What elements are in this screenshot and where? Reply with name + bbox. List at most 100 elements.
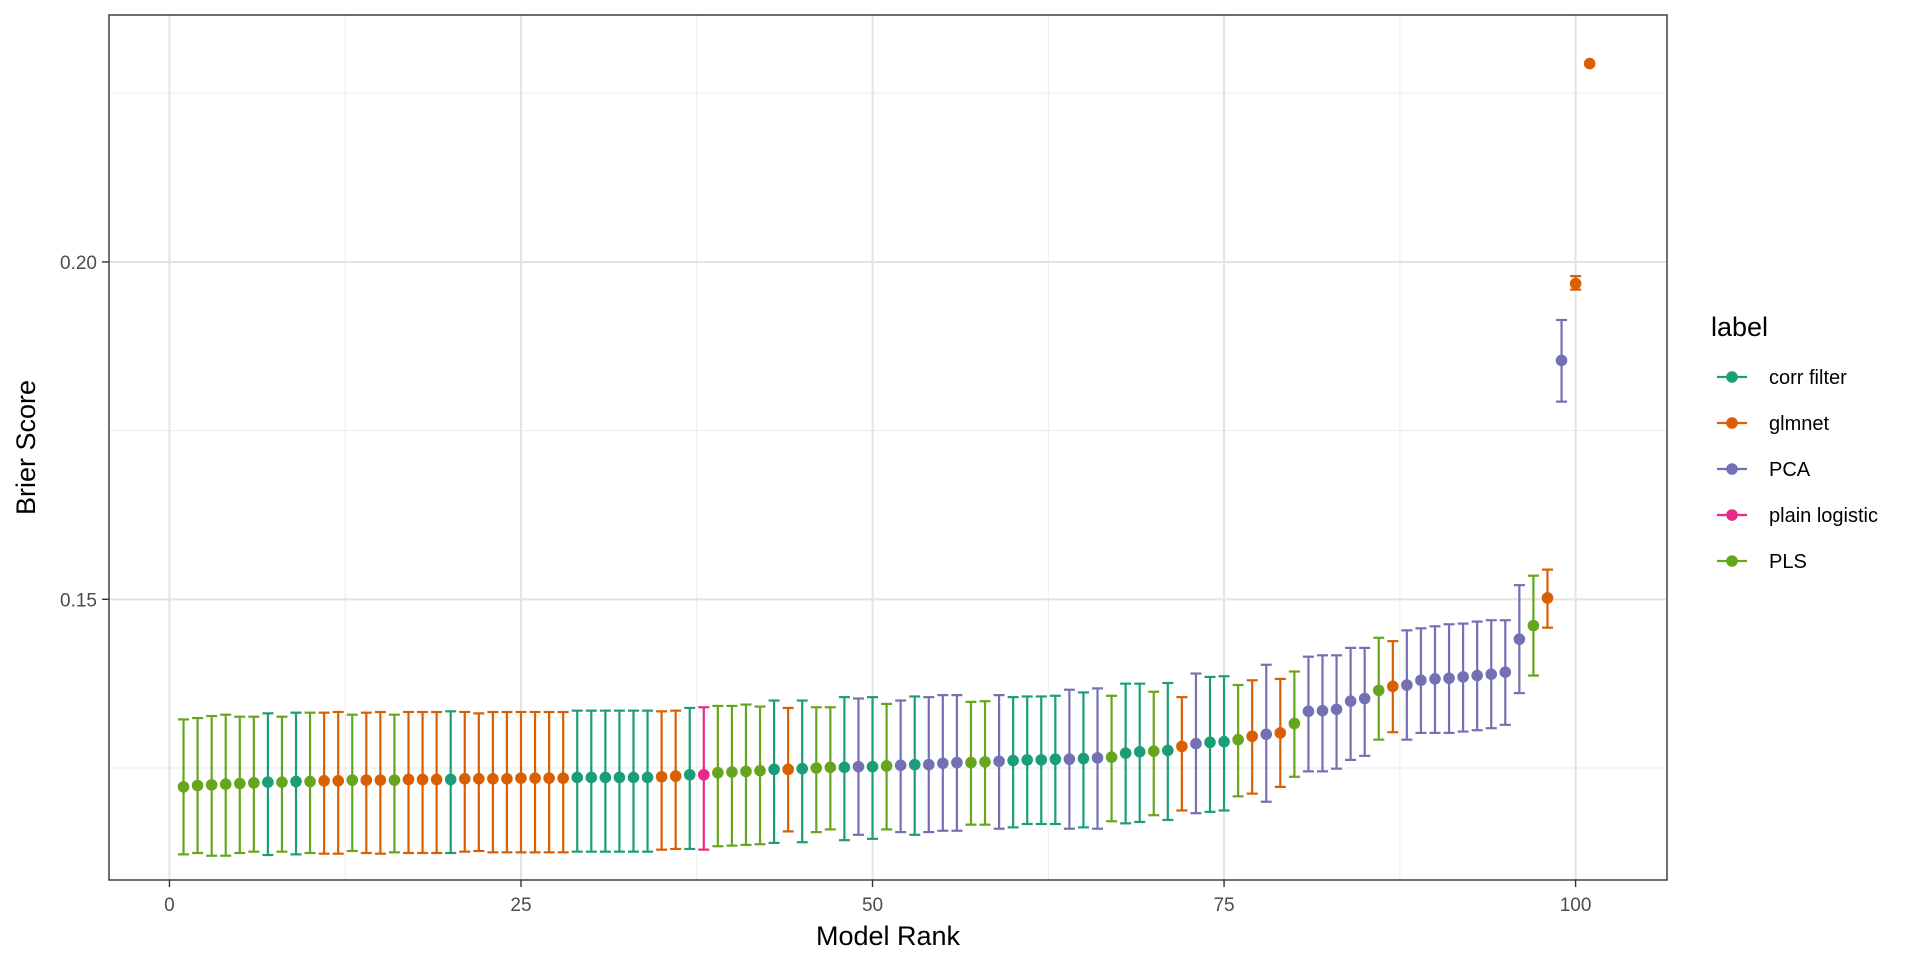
data-point — [866, 760, 879, 773]
data-point — [1330, 703, 1343, 716]
data-point — [1485, 668, 1498, 681]
data-point — [796, 762, 809, 775]
data-point — [1316, 704, 1329, 717]
data-point — [1091, 752, 1104, 764]
data-point — [402, 773, 415, 786]
errorbar — [1176, 696, 1188, 812]
x-tick-label: 100 — [1560, 895, 1592, 916]
data-point — [712, 766, 724, 779]
data-point — [824, 761, 837, 774]
data-point — [740, 765, 752, 778]
data-point — [979, 756, 991, 768]
data-point — [1583, 57, 1596, 70]
data-point — [219, 778, 232, 790]
data-point — [965, 756, 977, 769]
data-point — [768, 763, 780, 776]
data-point — [894, 759, 907, 772]
x-axis: 0 25 50 75 100 — [164, 880, 1591, 916]
data-point — [1387, 680, 1399, 693]
data-point — [557, 772, 569, 784]
data-point — [655, 770, 668, 783]
legend: label corr filter glmnet PCA plain logistic… — [1711, 312, 1878, 573]
legend-key-point — [1726, 509, 1738, 521]
data-point — [1344, 695, 1357, 707]
legend-label: plain logistic — [1769, 505, 1878, 527]
data-point — [374, 774, 387, 786]
data-point — [782, 763, 794, 776]
data-point — [1569, 277, 1582, 290]
data-point — [1190, 737, 1202, 750]
data-point — [191, 779, 204, 792]
y-tick-label: 0.20 — [60, 253, 97, 274]
data-point — [1162, 744, 1174, 757]
data-point — [993, 755, 1005, 768]
data-point — [1302, 705, 1315, 718]
data-point — [444, 773, 457, 786]
data-point — [1401, 679, 1413, 691]
data-point — [529, 772, 541, 784]
legend-key-point — [1726, 417, 1738, 429]
x-axis-title: Model Rank — [816, 921, 961, 951]
legend-label: PLS — [1769, 551, 1807, 573]
data-point — [388, 774, 401, 786]
data-point — [501, 772, 513, 785]
data-point — [205, 779, 218, 791]
data-point — [1021, 754, 1034, 766]
data-point — [1204, 736, 1216, 749]
data-point — [1105, 751, 1118, 763]
legend-entry: corr filter — [1717, 367, 1847, 389]
data-point — [1471, 669, 1483, 682]
data-point — [1443, 672, 1455, 685]
data-point — [880, 760, 893, 772]
legend-label: PCA — [1769, 459, 1811, 481]
data-point — [937, 757, 949, 770]
data-point — [318, 775, 330, 787]
x-tick-label: 0 — [164, 895, 175, 916]
x-tick-label: 50 — [862, 895, 883, 916]
data-point — [810, 762, 823, 774]
legend-key-point — [1726, 463, 1738, 475]
legend-title: label — [1711, 312, 1768, 342]
data-point — [430, 773, 443, 786]
data-point — [1288, 717, 1301, 730]
data-point — [1007, 754, 1019, 767]
x-tick-label: 75 — [1213, 895, 1234, 916]
data-point — [177, 781, 190, 793]
data-point — [1415, 674, 1427, 687]
data-point — [1232, 733, 1244, 746]
data-point — [726, 766, 738, 778]
legend-entry: glmnet — [1717, 413, 1829, 435]
data-point — [543, 772, 555, 784]
y-axis-title: Brier Score — [11, 380, 41, 515]
points — [177, 57, 1596, 793]
data-point — [683, 768, 696, 781]
data-point — [515, 772, 527, 784]
panel-border — [108, 14, 1668, 881]
data-point — [908, 758, 921, 771]
data-point — [1133, 746, 1146, 758]
data-point — [1358, 692, 1371, 705]
data-point — [276, 776, 288, 788]
y-axis: 0.15 0.20 — [60, 253, 109, 611]
data-point — [1077, 752, 1090, 765]
legend-key-point — [1726, 555, 1738, 567]
data-point — [1063, 753, 1076, 766]
legend-entries: corr filter glmnet PCA plain logistic PLS — [1717, 367, 1878, 573]
legend-entry: PCA — [1717, 459, 1811, 481]
data-point — [346, 774, 359, 786]
data-point — [248, 777, 260, 789]
data-point — [416, 773, 429, 786]
data-point — [1429, 673, 1441, 685]
data-point — [233, 777, 246, 790]
data-point — [1218, 735, 1230, 748]
data-point — [613, 771, 626, 784]
legend-entry: plain logistic — [1717, 505, 1878, 527]
data-point — [1555, 354, 1568, 367]
data-point — [669, 770, 682, 782]
legend-label: glmnet — [1769, 413, 1829, 435]
data-point — [951, 756, 963, 769]
legend-entry: PLS — [1717, 551, 1807, 573]
